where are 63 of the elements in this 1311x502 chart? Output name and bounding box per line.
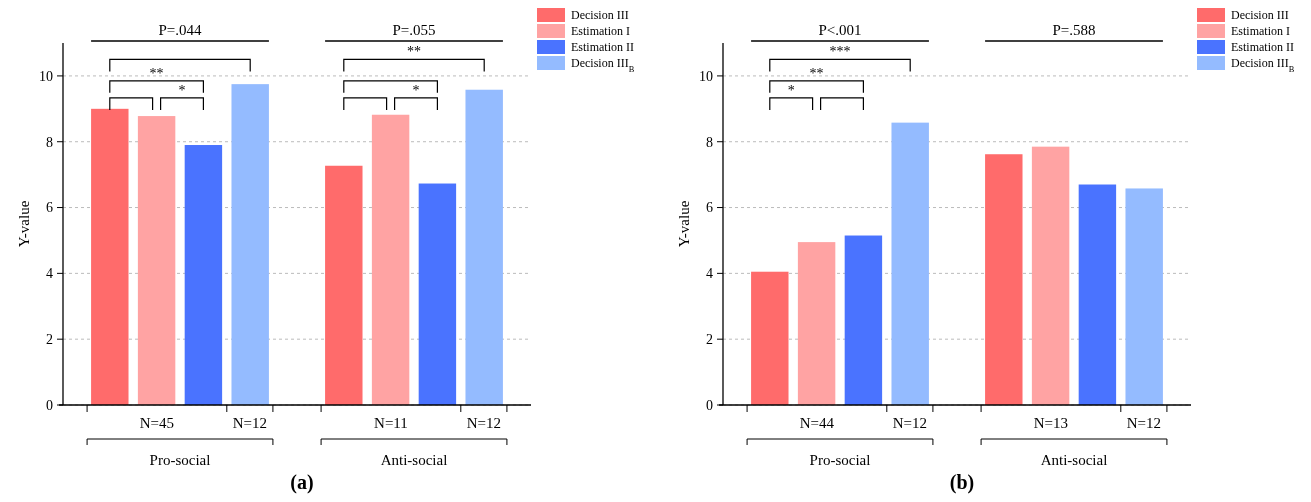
- text: (a): [290, 471, 314, 494]
- text: P=.055: [392, 22, 436, 38]
- bar: [91, 108, 129, 405]
- bar: [137, 116, 176, 405]
- bar: [418, 183, 457, 405]
- y-tick-label: 6: [46, 200, 53, 216]
- y-tick-label: 2: [46, 332, 53, 348]
- legend-label: Decision III: [1231, 8, 1289, 22]
- annotation: **: [407, 44, 421, 60]
- x-tick-label: Anti-social: [380, 452, 448, 468]
- text: N=12: [466, 415, 502, 431]
- legend-label: Estimation I: [1231, 24, 1290, 38]
- y-tick-label: 6: [706, 200, 713, 216]
- text: N=12: [892, 415, 928, 431]
- x-tick-label: Anti-social: [1040, 452, 1108, 468]
- y-tick-label: 10: [699, 68, 713, 84]
- annotation: ***: [829, 44, 851, 60]
- text: N=44: [799, 415, 835, 431]
- x-tick-label: Pro-social: [149, 452, 211, 468]
- legend-label: Estimation II: [1231, 40, 1294, 54]
- y-tick-label: 0: [46, 397, 53, 413]
- annotation: *: [787, 82, 795, 98]
- bar: [371, 114, 410, 405]
- bar: [1125, 188, 1163, 405]
- annotation: **: [149, 65, 164, 81]
- legend-label: Estimation II: [571, 40, 634, 54]
- annotation: **: [809, 65, 824, 81]
- legend-label: Estimation I: [571, 24, 630, 38]
- text: N=12: [232, 415, 268, 431]
- bar: [751, 271, 789, 405]
- text: P=.044: [158, 22, 203, 38]
- bar: [184, 145, 223, 405]
- legend-label: Decision III$_{B}$: [1231, 56, 1295, 74]
- text: (b): [949, 471, 975, 494]
- bar: [231, 84, 269, 405]
- y-tick-label: 10: [39, 68, 53, 84]
- y-tick-label: 0: [706, 397, 713, 413]
- bar: [1031, 146, 1070, 405]
- legend-label: Decision III$_{B}$: [571, 56, 635, 74]
- bar: [1078, 184, 1117, 405]
- legend-label: Decision III: [571, 8, 629, 22]
- bar: [985, 154, 1023, 405]
- bar: [325, 165, 363, 405]
- annotation: *: [178, 82, 186, 98]
- text: P=.588: [1052, 22, 1096, 38]
- bar: [797, 242, 836, 405]
- text: N=12: [1126, 415, 1162, 431]
- y-tick-label: 8: [46, 134, 53, 150]
- text: P<.001: [818, 22, 862, 38]
- text: N=11: [374, 415, 408, 431]
- bar: [465, 89, 503, 405]
- y-axis-title: Y-value: [676, 200, 692, 248]
- y-tick-label: 8: [706, 134, 713, 150]
- annotation: *: [412, 82, 420, 98]
- text: N=45: [139, 415, 175, 431]
- bar: [891, 122, 929, 405]
- x-tick-label: Pro-social: [809, 452, 871, 468]
- y-tick-label: 4: [46, 266, 53, 282]
- text: N=13: [1033, 415, 1069, 431]
- bar: [844, 235, 883, 405]
- y-tick-label: 4: [706, 266, 713, 282]
- y-axis-title: Y-value: [16, 200, 32, 248]
- y-tick-label: 2: [706, 332, 713, 348]
